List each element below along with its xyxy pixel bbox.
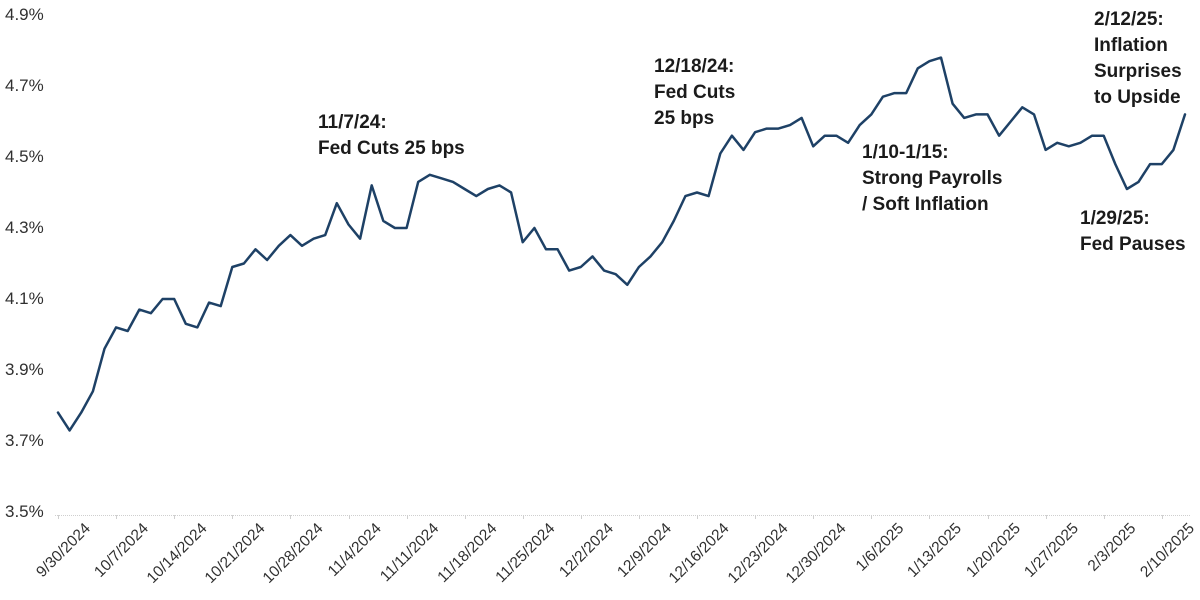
y-tick-label: 4.5%: [5, 147, 44, 166]
annotation: 1/10-1/15: Strong Payrolls / Soft Inflatio…: [862, 140, 1002, 218]
y-tick-label: 3.7%: [5, 431, 44, 450]
x-tick-mark: [1045, 515, 1047, 519]
annotation-line: Surprises: [1094, 61, 1182, 82]
x-tick-mark: [464, 515, 466, 519]
y-tick-label: 3.5%: [5, 502, 44, 521]
x-tick-mark: [755, 515, 757, 519]
x-tick-mark: [116, 515, 118, 519]
annotation: 11/7/24: Fed Cuts 25 bps: [318, 110, 465, 162]
annotation-line: to Upside: [1094, 87, 1181, 108]
yield-line-series: [56, 56, 1187, 432]
x-tick-mark: [174, 515, 176, 519]
annotation-line: / Soft Inflation: [862, 194, 989, 215]
x-tick-mark: [522, 515, 524, 519]
y-tick-label: 3.9%: [5, 360, 44, 379]
y-tick-label: 4.1%: [5, 289, 44, 308]
annotation-line: 11/7/24:: [318, 112, 387, 133]
x-tick-mark: [348, 515, 350, 519]
x-tick-mark: [1161, 515, 1163, 519]
annotation: 12/18/24: Fed Cuts 25 bps: [654, 54, 735, 132]
x-tick-mark: [1103, 515, 1105, 519]
x-tick-mark: [406, 515, 408, 519]
annotation-line: 1/29/25:: [1080, 208, 1150, 229]
annotation: 2/12/25: Inflation Surprises to Upside: [1094, 7, 1182, 111]
annotation: 1/29/25: Fed Pauses: [1080, 206, 1186, 258]
x-tick-mark: [987, 515, 989, 519]
x-tick-mark: [58, 515, 59, 519]
x-tick-mark: [697, 515, 698, 519]
x-tick-mark: [638, 515, 640, 519]
x-tick-mark: [580, 515, 582, 519]
x-tick-mark: [290, 515, 292, 519]
annotation-line: 1/10-1/15:: [862, 142, 949, 163]
y-tick-label: 4.3%: [5, 218, 44, 237]
y-tick-label: 4.9%: [5, 5, 44, 24]
annotation-line: 2/12/25:: [1094, 9, 1164, 30]
annotation-line: Strong Payrolls: [862, 168, 1003, 189]
annotation-line: Fed Cuts: [654, 82, 736, 103]
x-tick-mark: [929, 515, 931, 519]
annotation-line: 12/18/24:: [654, 56, 735, 77]
annotation-line: Inflation: [1094, 35, 1168, 56]
x-tick-mark: [232, 515, 234, 519]
y-tick-label: 4.7%: [5, 76, 44, 95]
annotation-line: Fed Pauses: [1080, 234, 1186, 255]
annotation-line: 25 bps: [654, 108, 715, 129]
annotation-line: Fed Cuts 25 bps: [318, 138, 465, 159]
x-tick-mark: [813, 515, 815, 519]
x-tick-mark: [871, 515, 873, 519]
x-axis-line: [55, 515, 1190, 516]
